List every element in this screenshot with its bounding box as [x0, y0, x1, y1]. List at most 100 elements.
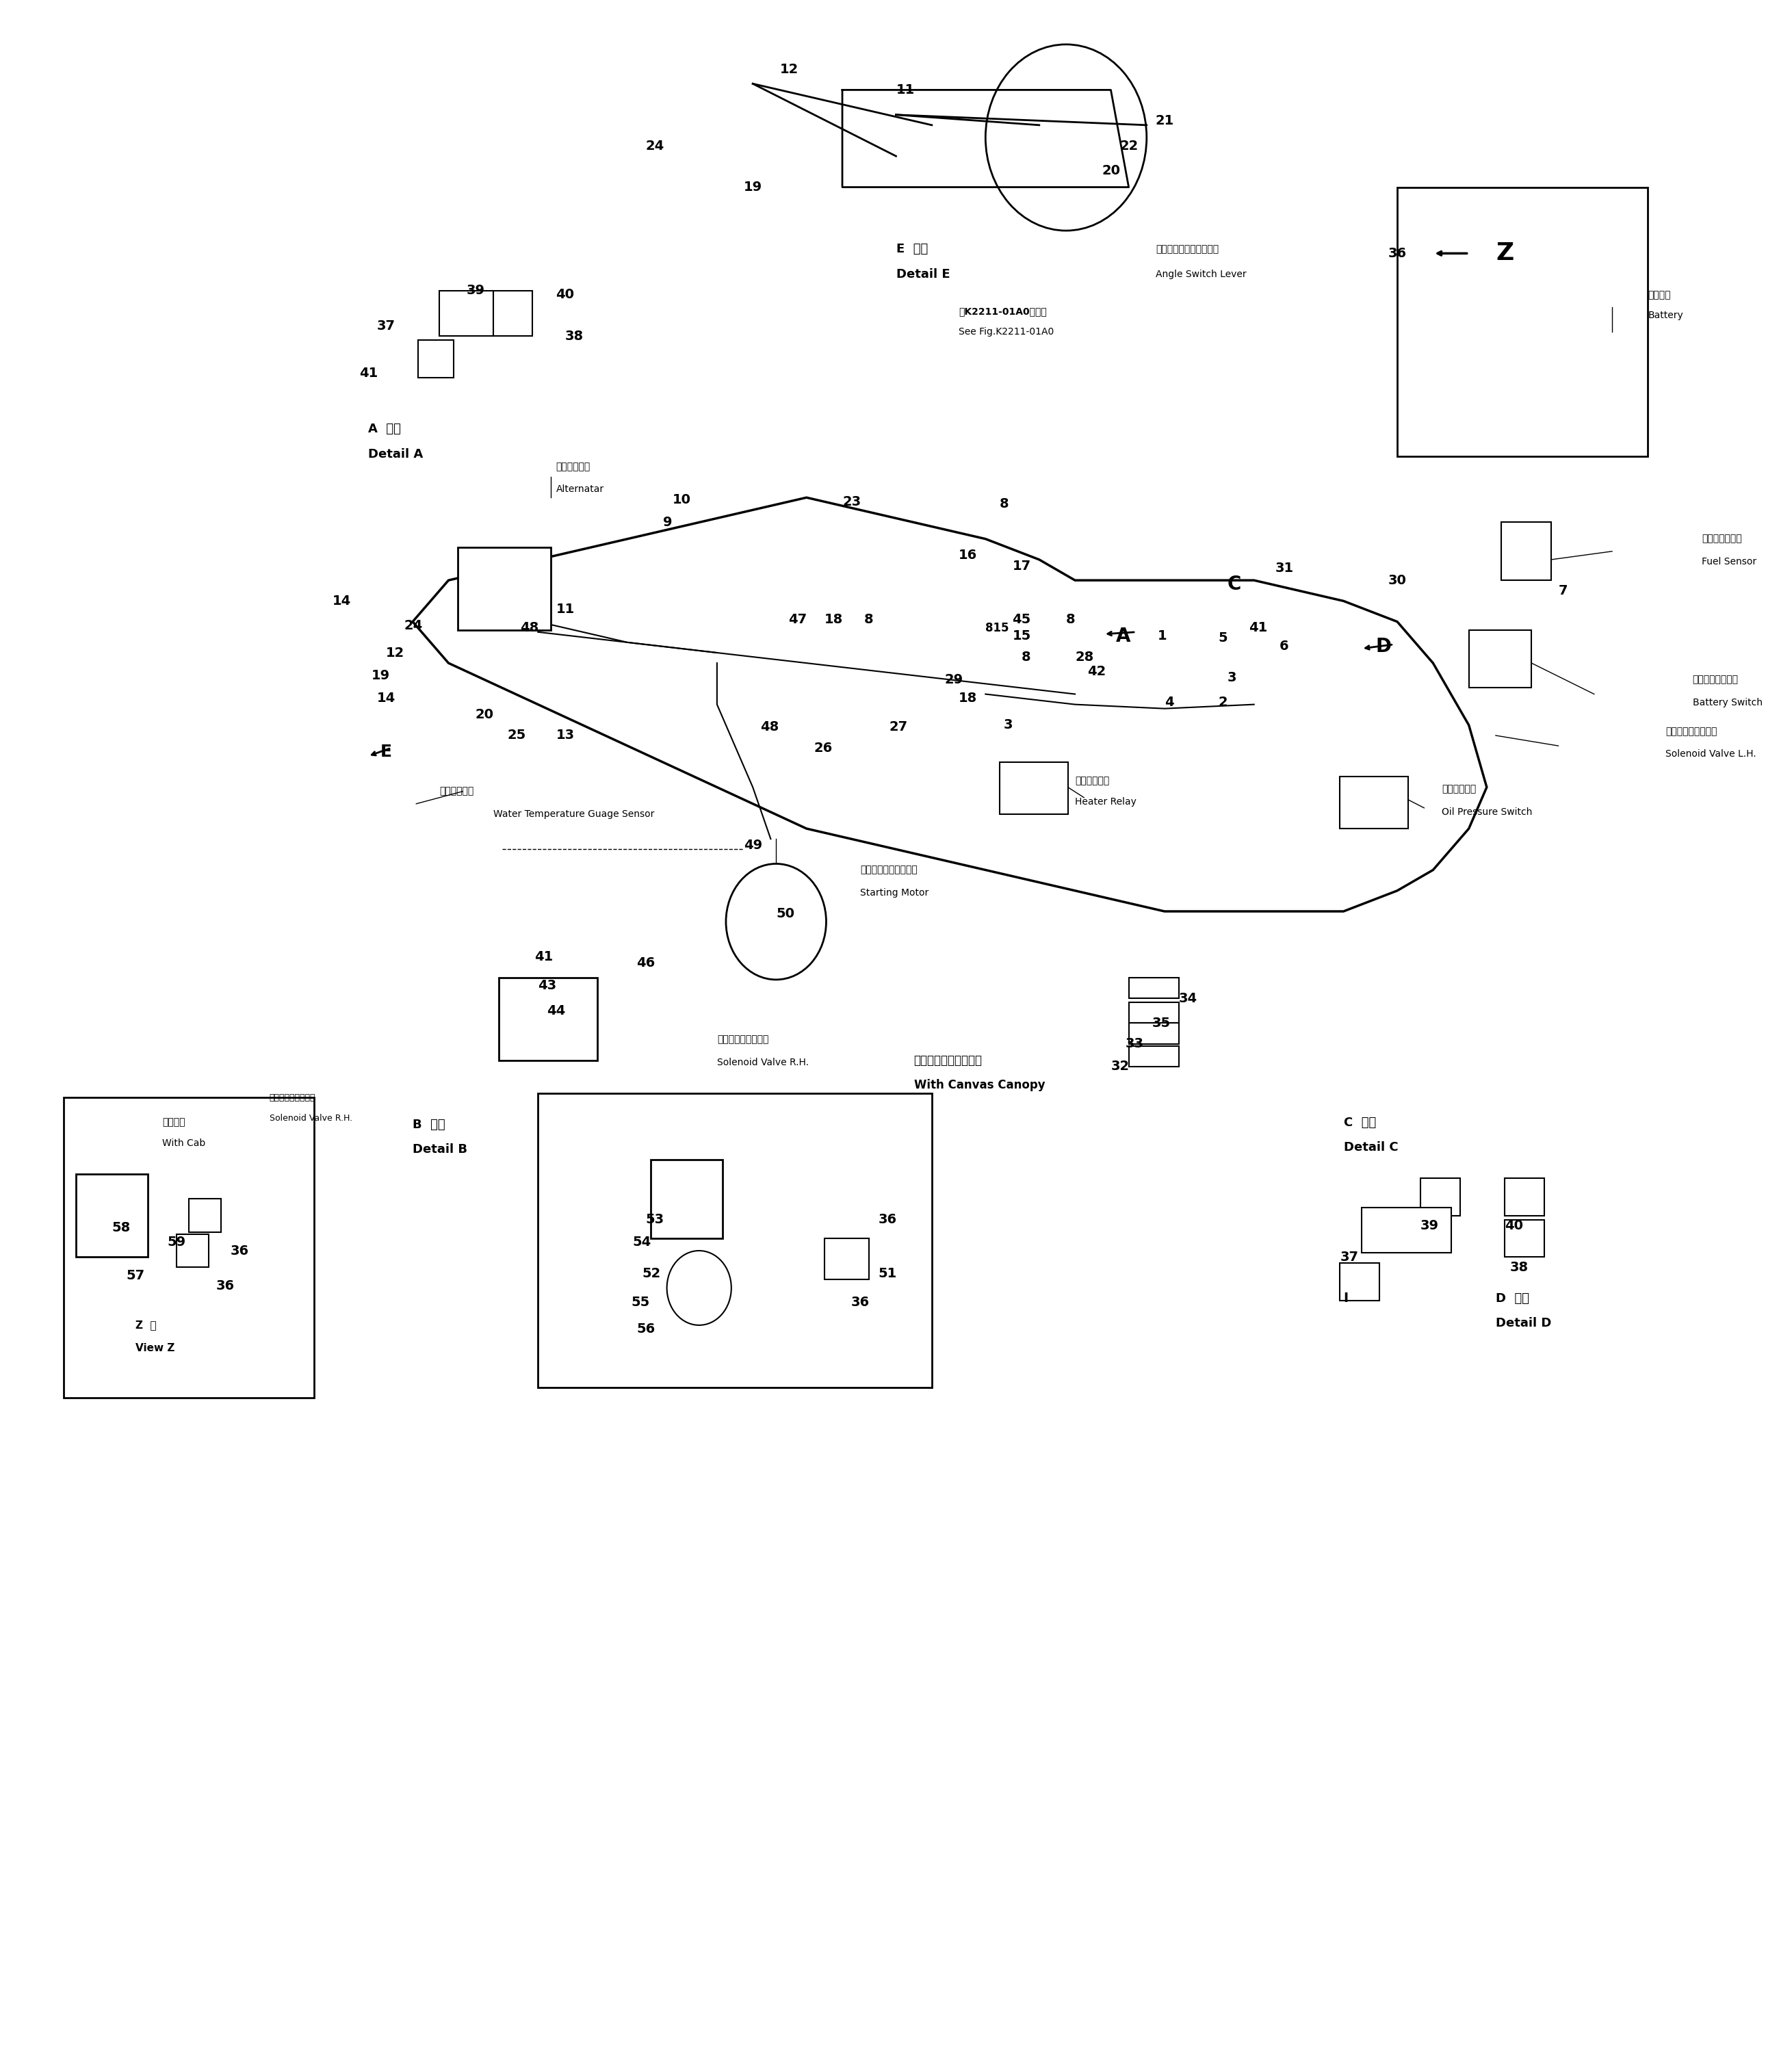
Text: 水温計センサ: 水温計センサ — [439, 787, 473, 795]
Text: C  詳細: C 詳細 — [1344, 1116, 1376, 1129]
Text: 42: 42 — [1088, 665, 1106, 677]
Text: 20: 20 — [475, 708, 495, 721]
Text: 48: 48 — [760, 721, 778, 733]
Bar — [1129, 1023, 1179, 1044]
Text: Detail B: Detail B — [412, 1143, 468, 1156]
Bar — [538, 1093, 932, 1388]
Bar — [1362, 1207, 1452, 1253]
Text: 14: 14 — [332, 594, 351, 607]
Text: E  詳細: E 詳細 — [896, 242, 928, 255]
Text: 36: 36 — [215, 1280, 235, 1292]
Text: 9: 9 — [663, 516, 672, 528]
Text: Z  視: Z 視 — [134, 1319, 156, 1330]
Text: 6: 6 — [1279, 640, 1288, 652]
Text: Fuel Sensor: Fuel Sensor — [1702, 557, 1756, 567]
Text: Oil Pressure Switch: Oil Pressure Switch — [1443, 808, 1532, 816]
Text: 59: 59 — [167, 1236, 186, 1249]
Text: 38: 38 — [1511, 1261, 1529, 1274]
Text: 46: 46 — [636, 957, 656, 969]
Text: E: E — [380, 743, 392, 760]
Text: A  詳細: A 詳細 — [367, 422, 401, 435]
Text: I: I — [1344, 1292, 1348, 1305]
Text: Detail E: Detail E — [896, 267, 950, 280]
Bar — [1421, 1178, 1460, 1216]
Text: バッテリ: バッテリ — [1649, 290, 1670, 300]
Bar — [1129, 978, 1179, 998]
Text: アングルスイッチレバー: アングルスイッチレバー — [1156, 244, 1219, 255]
Bar — [1505, 1178, 1545, 1216]
Text: Battery: Battery — [1649, 311, 1683, 321]
Bar — [439, 290, 493, 336]
Text: 4: 4 — [1165, 696, 1174, 708]
Text: 26: 26 — [814, 741, 831, 754]
Text: 54: 54 — [633, 1236, 652, 1249]
Text: 33: 33 — [1125, 1038, 1143, 1050]
Text: Solenoid Valve L.H.: Solenoid Valve L.H. — [1667, 750, 1756, 758]
Bar — [650, 1160, 722, 1238]
Bar — [457, 547, 550, 630]
Bar — [75, 1174, 147, 1257]
Bar — [63, 1098, 314, 1398]
Bar — [1398, 186, 1649, 456]
Text: ヒータリレー: ヒータリレー — [1075, 777, 1109, 785]
Text: Z: Z — [1496, 242, 1514, 265]
Text: 35: 35 — [1152, 1017, 1170, 1029]
Text: 29: 29 — [944, 673, 962, 686]
Text: D  詳細: D 詳細 — [1496, 1292, 1529, 1305]
Bar — [824, 1238, 869, 1280]
Text: 49: 49 — [744, 839, 762, 851]
Text: D: D — [1376, 638, 1391, 657]
Text: 36: 36 — [878, 1214, 896, 1226]
Text: With Canvas Canopy: With Canvas Canopy — [914, 1079, 1045, 1091]
Text: B  詳細: B 詳細 — [412, 1118, 444, 1131]
Text: 12: 12 — [385, 646, 405, 659]
Text: 10: 10 — [672, 493, 690, 505]
Bar — [1505, 1220, 1545, 1257]
Text: 815: 815 — [986, 621, 1009, 634]
Text: 3: 3 — [1228, 671, 1236, 683]
Text: 8: 8 — [864, 613, 873, 625]
Bar — [1340, 777, 1409, 828]
Text: 38: 38 — [564, 329, 584, 342]
Text: 32: 32 — [1111, 1060, 1129, 1073]
Text: Angle Switch Lever: Angle Switch Lever — [1156, 269, 1245, 280]
Text: 51: 51 — [878, 1267, 896, 1280]
Text: 15: 15 — [1012, 630, 1030, 642]
Text: 油圧スイッチ: 油圧スイッチ — [1443, 785, 1477, 793]
Text: 41: 41 — [534, 951, 554, 963]
Text: 8: 8 — [1066, 613, 1075, 625]
Text: 55: 55 — [631, 1296, 650, 1309]
Text: C: C — [1228, 576, 1242, 594]
Text: 18: 18 — [824, 613, 842, 625]
Text: With Cab: With Cab — [161, 1139, 206, 1147]
Text: 23: 23 — [842, 495, 860, 507]
Text: バッテリスイッチ: バッテリスイッチ — [1693, 675, 1738, 683]
Text: 19: 19 — [371, 669, 391, 681]
Text: 22: 22 — [1120, 139, 1138, 153]
Text: 39: 39 — [466, 284, 486, 296]
Text: ソレノイドバルブ右: ソレノイドバルブ右 — [717, 1036, 769, 1044]
Text: Starting Motor: Starting Motor — [860, 888, 928, 897]
Text: 8: 8 — [1000, 497, 1009, 509]
Text: 24: 24 — [645, 139, 665, 153]
Text: 37: 37 — [1340, 1251, 1358, 1263]
Bar — [493, 290, 532, 336]
Bar — [176, 1234, 208, 1267]
Text: 20: 20 — [1102, 164, 1120, 178]
Text: 58: 58 — [111, 1222, 131, 1234]
Text: Detail D: Detail D — [1496, 1317, 1552, 1330]
Text: 24: 24 — [403, 619, 423, 632]
Bar — [1129, 1002, 1179, 1023]
Text: 14: 14 — [376, 692, 396, 704]
Text: 25: 25 — [507, 729, 527, 741]
Text: 43: 43 — [538, 980, 557, 992]
Text: Detail A: Detail A — [367, 447, 423, 460]
Text: 16: 16 — [959, 549, 977, 561]
Bar — [188, 1199, 220, 1232]
Text: 53: 53 — [645, 1214, 665, 1226]
Text: 18: 18 — [959, 692, 977, 704]
Text: 30: 30 — [1389, 574, 1407, 586]
Text: 34: 34 — [1179, 992, 1197, 1004]
Text: 第K2211-01A0図参照: 第K2211-01A0図参照 — [959, 307, 1047, 317]
Text: View Z: View Z — [134, 1342, 174, 1352]
